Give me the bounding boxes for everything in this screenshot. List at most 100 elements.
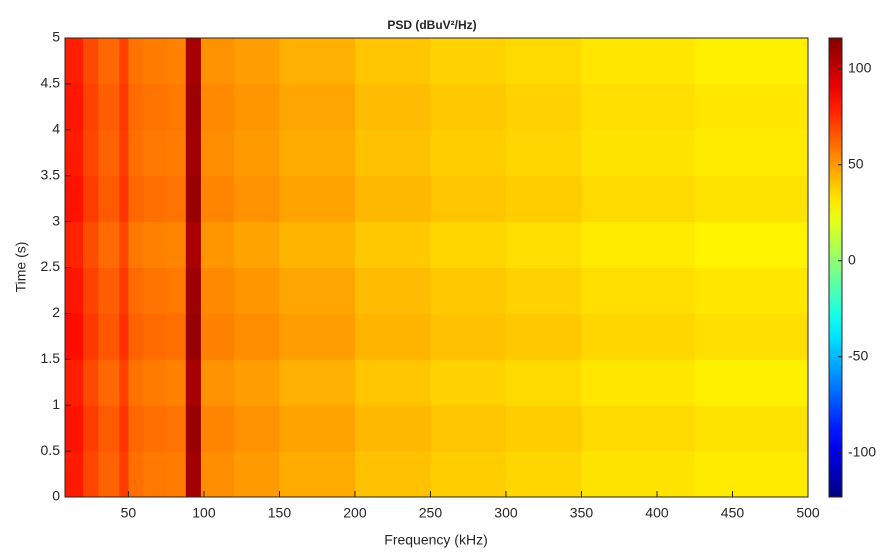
colorbar-tick-label: 100 xyxy=(848,59,872,75)
heatmap-cell xyxy=(234,359,280,406)
heatmap-cell xyxy=(430,175,507,223)
heatmap-cell xyxy=(65,129,84,177)
heatmap-cell xyxy=(128,83,145,131)
heatmap-cell xyxy=(128,405,145,452)
x-tick-label: 300 xyxy=(494,505,518,521)
heatmap-cell xyxy=(279,451,356,498)
y-tick-label: 0.5 xyxy=(41,442,61,458)
heatmap-cell xyxy=(166,267,187,314)
heatmap-cell xyxy=(185,129,202,177)
heatmap-cell xyxy=(581,129,696,177)
heatmap-cell xyxy=(505,313,582,360)
x-tick-label: 150 xyxy=(268,505,292,521)
heatmap-cell xyxy=(143,313,167,360)
heatmap-cell xyxy=(354,359,431,406)
y-tick-label: 1.5 xyxy=(41,350,61,366)
heatmap-cell xyxy=(128,451,145,498)
heatmap-cell xyxy=(166,405,187,452)
heatmap-cell xyxy=(694,313,809,360)
heatmap-cell xyxy=(354,38,431,85)
y-tick-label: 4.5 xyxy=(41,75,61,91)
x-tick-label: 250 xyxy=(419,505,443,521)
heatmap-cell xyxy=(279,83,356,131)
heatmap-cell xyxy=(185,451,202,498)
heatmap-cell xyxy=(505,38,582,85)
heatmap-cell xyxy=(279,129,356,177)
heatmap-cell xyxy=(119,405,129,452)
heatmap-cell xyxy=(581,221,696,268)
colorbar-tick-label: 50 xyxy=(848,155,864,171)
heatmap-cell xyxy=(185,405,202,452)
heatmap-cell xyxy=(694,129,809,177)
heatmap-cell xyxy=(128,359,145,406)
heatmap-cell xyxy=(200,175,235,223)
heatmap xyxy=(65,38,809,498)
heatmap-cell xyxy=(694,38,809,85)
y-tick-label: 3.5 xyxy=(41,166,61,182)
heatmap-cell xyxy=(279,359,356,406)
heatmap-cell xyxy=(200,221,235,268)
heatmap-cell xyxy=(234,267,280,314)
y-tick-label: 1 xyxy=(52,396,60,412)
heatmap-cell xyxy=(581,313,696,360)
heatmap-cell xyxy=(65,267,84,314)
y-axis-label: Time (s) xyxy=(13,242,29,293)
heatmap-cell xyxy=(65,451,84,498)
heatmap-cell xyxy=(119,38,129,85)
heatmap-cell xyxy=(430,129,507,177)
heatmap-cell xyxy=(581,83,696,131)
y-tick-label: 4 xyxy=(52,121,60,137)
heatmap-cell xyxy=(430,313,507,360)
heatmap-cell xyxy=(430,267,507,314)
heatmap-cell xyxy=(200,83,235,131)
heatmap-cell xyxy=(119,83,129,131)
heatmap-cell xyxy=(98,129,120,177)
heatmap-cell xyxy=(234,221,280,268)
heatmap-cell xyxy=(128,129,145,177)
heatmap-cell xyxy=(119,129,129,177)
heatmap-cell xyxy=(98,451,120,498)
y-tick-label: 2.5 xyxy=(41,258,61,274)
heatmap-cell xyxy=(505,451,582,498)
heatmap-cell xyxy=(65,221,84,268)
heatmap-cell xyxy=(694,405,809,452)
heatmap-cell xyxy=(143,267,167,314)
x-tick-label: 200 xyxy=(343,505,367,521)
heatmap-cell xyxy=(83,221,99,268)
heatmap-cell xyxy=(581,405,696,452)
heatmap-cell xyxy=(354,175,431,223)
heatmap-cell xyxy=(98,405,120,452)
heatmap-cell xyxy=(65,359,84,406)
heatmap-cell xyxy=(505,405,582,452)
heatmap-cell xyxy=(505,129,582,177)
heatmap-cell xyxy=(98,267,120,314)
heatmap-cell xyxy=(200,129,235,177)
heatmap-cell xyxy=(119,451,129,498)
heatmap-cell xyxy=(279,405,356,452)
heatmap-cell xyxy=(234,175,280,223)
heatmap-cell xyxy=(279,221,356,268)
heatmap-cell xyxy=(83,313,99,360)
heatmap-cell xyxy=(143,175,167,223)
heatmap-cell xyxy=(119,175,129,223)
heatmap-cell xyxy=(83,405,99,452)
chart-title: PSD (dBuV²/Hz) xyxy=(387,18,476,32)
x-axis-label: Frequency (kHz) xyxy=(384,532,487,548)
heatmap-cell xyxy=(185,38,202,85)
heatmap-cell xyxy=(200,38,235,85)
y-tick-label: 2 xyxy=(52,304,60,320)
heatmap-cell xyxy=(200,359,235,406)
heatmap-cell xyxy=(119,267,129,314)
heatmap-cell xyxy=(143,359,167,406)
x-tick-label: 50 xyxy=(121,505,137,521)
heatmap-cell xyxy=(128,313,145,360)
heatmap-cell xyxy=(166,38,187,85)
x-tick-label: 400 xyxy=(645,505,669,521)
heatmap-cell xyxy=(119,313,129,360)
heatmap-cell xyxy=(354,267,431,314)
heatmap-cell xyxy=(166,359,187,406)
heatmap-cell xyxy=(430,405,507,452)
heatmap-cell xyxy=(83,175,99,223)
heatmap-cell xyxy=(185,83,202,131)
